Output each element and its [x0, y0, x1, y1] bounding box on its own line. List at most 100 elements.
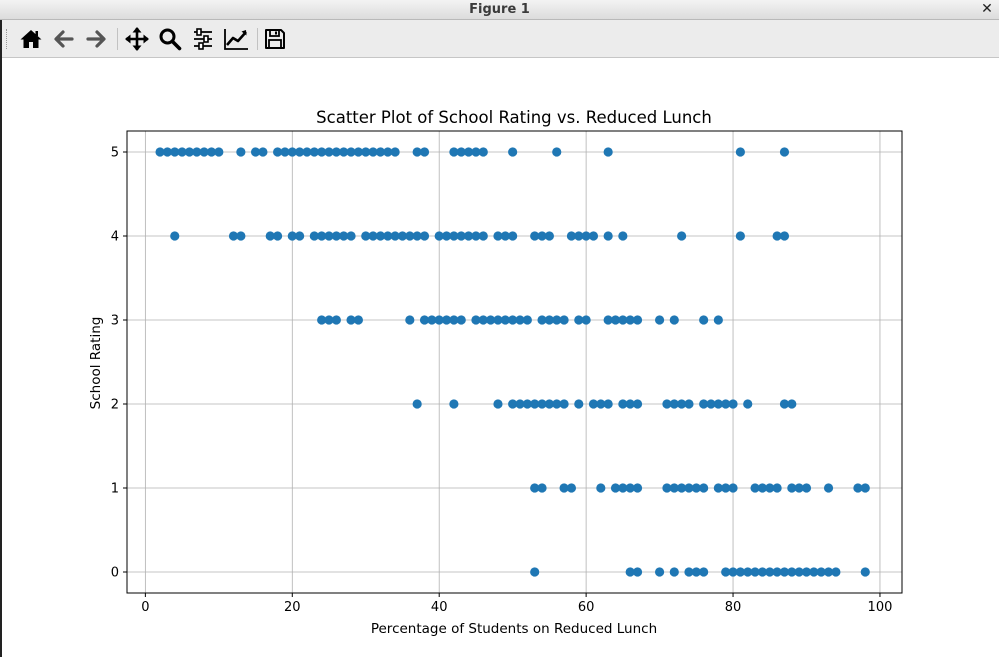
data-point: [610, 483, 621, 493]
data-point: [449, 147, 459, 157]
sliders-icon: [194, 28, 212, 50]
data-point: [258, 147, 268, 157]
data-point: [427, 315, 437, 325]
data-point: [412, 231, 422, 241]
data-point: [603, 231, 613, 241]
data-point: [508, 147, 518, 157]
data-point: [603, 315, 613, 325]
axes-frame: [126, 130, 903, 594]
toolbar-separator: [117, 28, 118, 50]
data-point: [331, 315, 341, 325]
data-point: [581, 231, 591, 241]
data-point: [383, 147, 393, 157]
data-point: [375, 147, 386, 157]
data-point: [632, 483, 643, 493]
toolbar-separator: [257, 28, 258, 50]
data-point: [309, 231, 319, 241]
data-point: [419, 315, 430, 325]
y-tick-label: 0: [111, 566, 119, 581]
data-point: [449, 231, 459, 241]
data-point: [317, 315, 327, 325]
data-point: [412, 147, 422, 157]
back-button[interactable]: [49, 24, 79, 54]
data-point: [654, 315, 665, 325]
data-point: [530, 567, 540, 577]
data-point: [699, 399, 709, 409]
data-point: [214, 147, 224, 157]
data-point: [713, 399, 723, 409]
configure-subplots-button[interactable]: [188, 24, 218, 54]
x-axis-label: Percentage of Students on Reduced Lunch: [371, 621, 657, 637]
data-point: [691, 567, 701, 577]
data-point: [618, 231, 628, 241]
data-point: [853, 483, 863, 493]
home-button[interactable]: [16, 24, 46, 54]
data-point: [544, 399, 554, 409]
data-point: [522, 399, 532, 409]
data-point: [192, 147, 202, 157]
data-point: [478, 315, 488, 325]
figure-canvas[interactable]: 0 20 40 60 80 100 0 1 2 3 4 5 Scatter Plot of School…: [2, 58, 999, 657]
x-tick-label: 40: [431, 600, 448, 615]
data-point: [162, 147, 173, 157]
data-point: [471, 147, 481, 157]
data-point: [559, 315, 569, 325]
data-point: [735, 231, 745, 241]
zoom-button[interactable]: [155, 24, 185, 54]
pan-button[interactable]: [122, 24, 152, 54]
data-point: [669, 483, 679, 493]
y-axis-label: School Rating: [88, 317, 104, 410]
data-point: [691, 483, 701, 493]
data-point: [295, 147, 305, 157]
data-point: [787, 567, 797, 577]
data-point: [823, 567, 834, 577]
data-point: [434, 315, 444, 325]
data-point: [419, 147, 430, 157]
data-point: [493, 315, 503, 325]
data-point: [537, 483, 547, 493]
data-point: [794, 483, 804, 493]
data-point: [361, 147, 371, 157]
data-point: [581, 315, 591, 325]
window-titlebar: Figure 1 ✕: [0, 0, 999, 20]
data-point: [390, 231, 400, 241]
data-point: [317, 231, 327, 241]
data-point: [735, 567, 745, 577]
data-point: [250, 147, 261, 157]
data-point: [699, 567, 709, 577]
data-point: [721, 483, 731, 493]
data-point: [206, 147, 217, 157]
scatter-chart: 0 20 40 60 80 100 0 1 2 3 4 5 Scatter Plot of School…: [88, 108, 903, 637]
data-point: [654, 567, 665, 577]
data-point: [471, 231, 481, 241]
navigation-toolbar: [2, 20, 999, 58]
data-point: [397, 231, 408, 241]
edit-axis-button[interactable]: [221, 24, 251, 54]
toolbar-grip[interactable]: [6, 29, 10, 49]
move-icon: [125, 27, 149, 51]
data-point: [750, 567, 760, 577]
data-point: [801, 483, 812, 493]
data-point: [449, 315, 459, 325]
data-point: [750, 483, 760, 493]
data-point: [603, 399, 613, 409]
data-point: [706, 399, 716, 409]
x-tick-label: 80: [725, 600, 742, 615]
data-point: [500, 315, 510, 325]
data-point: [441, 315, 452, 325]
home-icon: [20, 30, 42, 48]
data-point: [684, 567, 694, 577]
data-point: [405, 231, 415, 241]
data-point: [346, 315, 356, 325]
data-point: [405, 315, 415, 325]
data-point: [353, 147, 363, 157]
magnifier-icon: [159, 28, 182, 51]
data-point: [544, 231, 554, 241]
x-tick-label: 20: [284, 600, 301, 615]
data-point: [412, 399, 422, 409]
data-point: [794, 567, 804, 577]
close-button[interactable]: ✕: [981, 1, 993, 17]
forward-button[interactable]: [81, 24, 111, 54]
data-point: [596, 399, 606, 409]
save-button[interactable]: [260, 24, 290, 54]
